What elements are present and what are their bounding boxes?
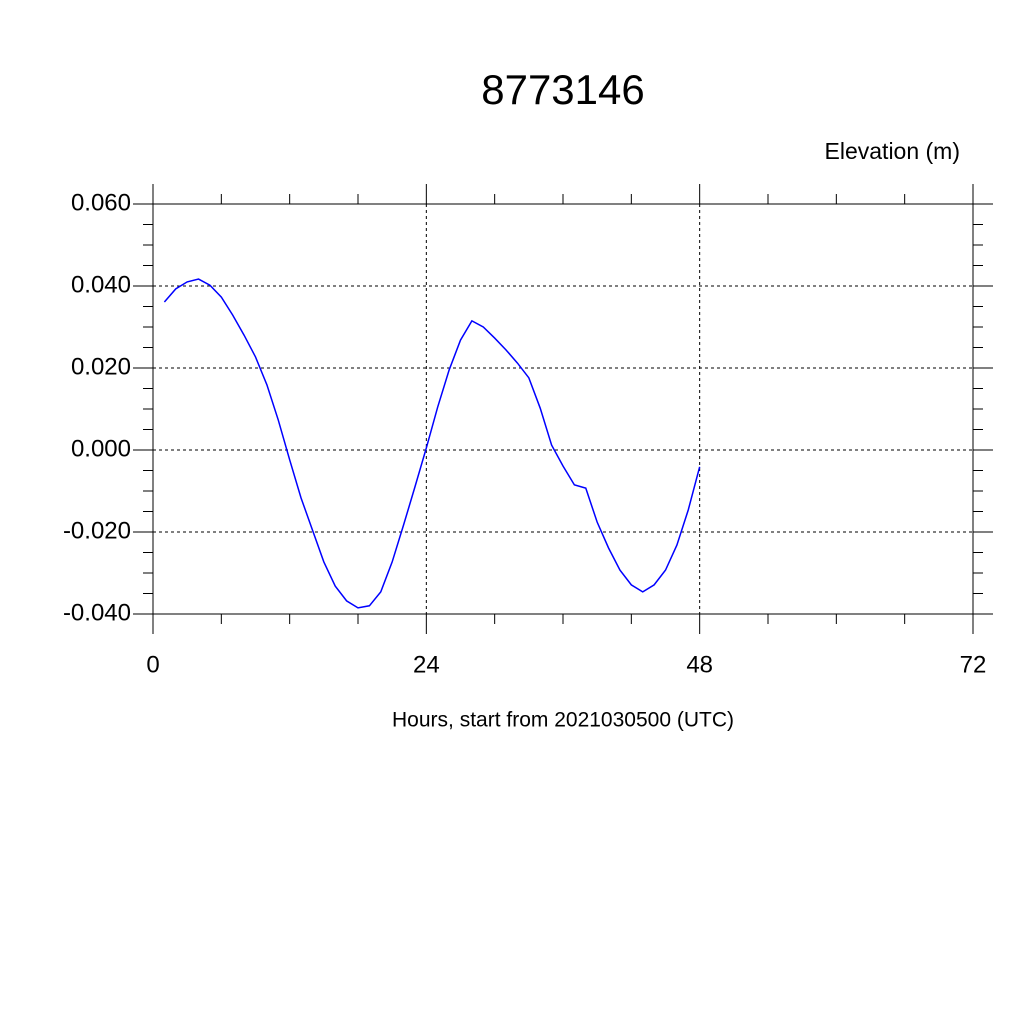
- plot-frame: [152, 203, 974, 615]
- y-tick-label: 0.000: [71, 435, 131, 462]
- y-tick-label: -0.040: [63, 599, 131, 626]
- x-tick-label: 72: [960, 651, 987, 678]
- y-tick-label: -0.020: [63, 517, 131, 544]
- x-axis-label: Hours, start from 2021030500 (UTC): [392, 709, 734, 732]
- y-tick-label: 0.040: [71, 271, 131, 298]
- chart-title: 8773146: [481, 66, 645, 113]
- y-axis-label: Elevation (m): [825, 138, 960, 164]
- x-tick-label: 0: [146, 651, 159, 678]
- data-line: [163, 278, 701, 609]
- y-tick-label: 0.020: [71, 353, 131, 380]
- y-tick-label: 0.060: [71, 189, 131, 216]
- x-tick-label: 24: [413, 651, 440, 678]
- x-tick-label: 48: [686, 651, 713, 678]
